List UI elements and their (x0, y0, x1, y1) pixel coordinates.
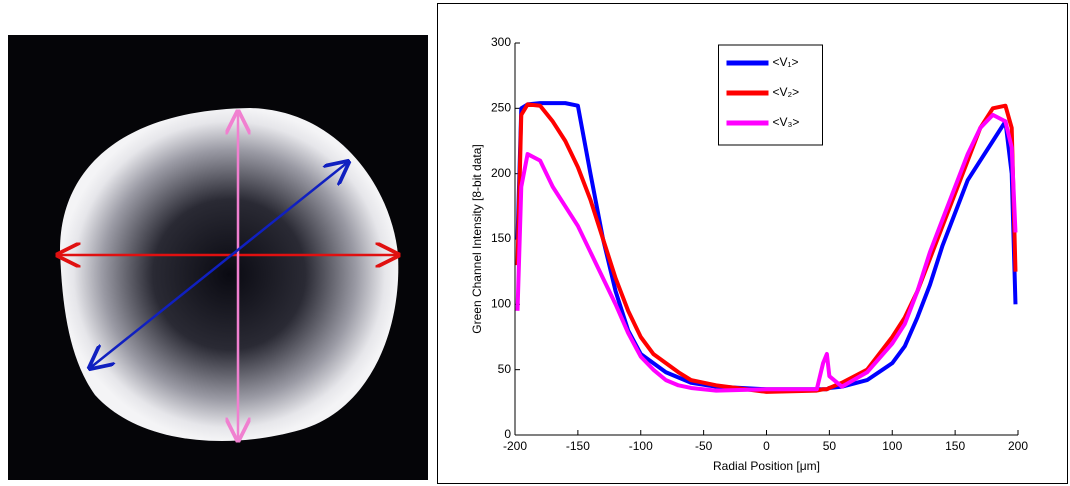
x-tick-label: 100 (882, 439, 902, 453)
x-tick-label: 0 (763, 439, 770, 453)
data-line (515, 101, 1018, 392)
x-tick-label: 150 (945, 439, 965, 453)
y-tick-label: 250 (491, 101, 511, 115)
x-tick-label: -50 (695, 439, 713, 453)
plot: 0 50 100 150 200 250 300 -200 -150 -100 -50 0 50 100 1… (470, 35, 1028, 473)
x-tick-label: -100 (629, 439, 653, 453)
x-tick-label: -150 (566, 439, 590, 453)
x-axis-label: Radial Position [μm] (713, 459, 820, 473)
y-tick-label: 50 (498, 362, 512, 376)
y-tick-label: 200 (491, 166, 511, 180)
y-tick-label: 0 (504, 427, 511, 441)
legend-label: <V₁> (773, 55, 799, 69)
y-axis-label: Green Channel Intensity [8-bit data] (470, 144, 484, 333)
micrograph (8, 35, 428, 480)
legend-label: <V₂> (773, 85, 800, 99)
x-tick-label: 200 (1008, 439, 1028, 453)
y-tick-label: 300 (491, 35, 511, 49)
legend-label: <V₃> (773, 115, 800, 129)
y-tick-label: 150 (491, 231, 511, 245)
panel-frame (437, 3, 1068, 484)
x-tick-label: 50 (823, 439, 837, 453)
y-tick-label: 100 (491, 297, 511, 311)
x-tick-label: -200 (503, 439, 527, 453)
data-line (515, 112, 1018, 393)
